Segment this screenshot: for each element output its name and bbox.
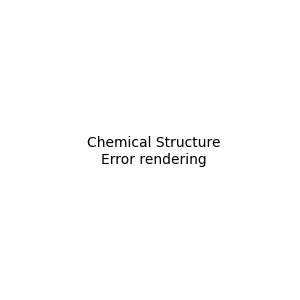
Text: Chemical Structure
Error rendering: Chemical Structure Error rendering — [87, 136, 220, 166]
